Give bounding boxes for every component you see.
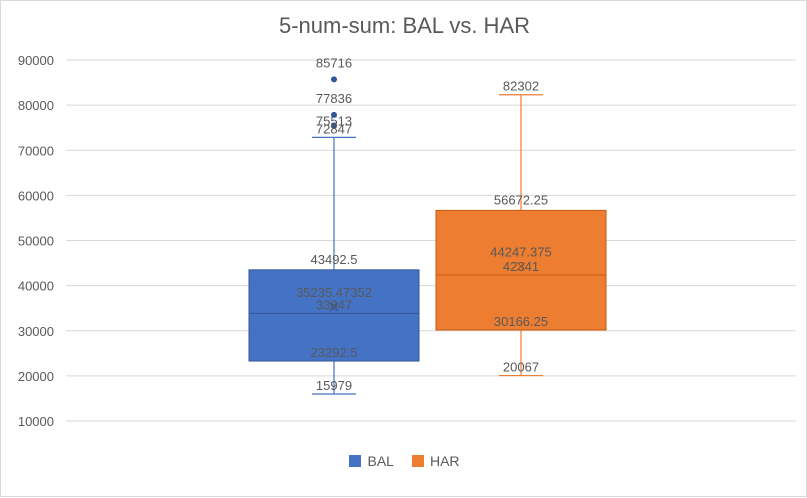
legend: BAL HAR [1, 453, 807, 469]
har-mean-label: 44247.375 [490, 244, 551, 259]
har-box [435, 209, 607, 331]
bal-median-label: 33847 [316, 297, 352, 312]
bal-outlier-point-2 [331, 76, 337, 83]
bal-box [248, 269, 420, 362]
y-tick-label-70000: 70000 [18, 143, 54, 158]
bal-min-label: 15979 [316, 378, 352, 393]
legend-swatch-bal [349, 455, 362, 467]
y-tick-label-10000: 10000 [18, 414, 54, 429]
bal-q3-label: 43492.5 [311, 252, 358, 267]
bal-outlier-label-0: 75513 [316, 113, 352, 128]
y-tick-label-40000: 40000 [18, 279, 54, 294]
bal-outlier-point-0 [331, 122, 337, 129]
legend-item-bal: BAL [349, 453, 394, 469]
bal-outlier-label-2: 85716 [316, 55, 352, 70]
y-tick-label-80000: 80000 [18, 98, 54, 113]
har-q1-label: 30166.25 [494, 314, 548, 329]
legend-item-har: HAR [411, 453, 460, 469]
bal-q1-label: 23292.5 [311, 345, 358, 360]
legend-label-har: HAR [429, 453, 460, 469]
y-tick-label-90000: 90000 [18, 53, 54, 68]
har-whisker-max-label: 82302 [503, 79, 539, 94]
bal-outlier-point-1 [331, 111, 337, 118]
y-tick-label-60000: 60000 [18, 188, 54, 203]
legend-swatch-har [411, 455, 424, 467]
har-median-label: 42341 [503, 259, 539, 274]
bal-mean-label: 35235.47352 [296, 285, 372, 300]
bal-whisker-max-label: 72847 [316, 121, 352, 136]
y-tick-label-30000: 30000 [18, 324, 54, 339]
har-mean-marker [516, 262, 526, 271]
chart-title: 5-num-sum: BAL vs. HAR [278, 13, 531, 38]
y-tick-label-50000: 50000 [18, 234, 54, 249]
har-min-label: 20067 [503, 360, 539, 375]
bal-mean-marker [329, 302, 339, 312]
legend-label-bal: BAL [367, 453, 394, 469]
har-q3-label: 56672.25 [494, 192, 548, 207]
y-tick-label-20000: 20000 [18, 369, 54, 384]
bal-outlier-label-1: 77836 [316, 91, 352, 106]
